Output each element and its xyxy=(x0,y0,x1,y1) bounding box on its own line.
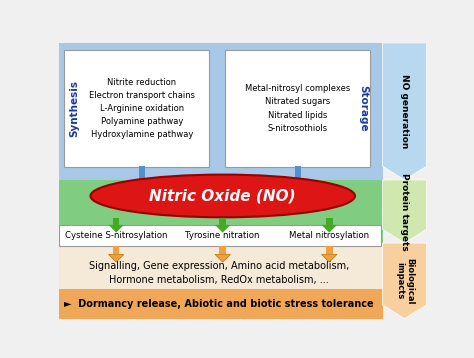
Bar xyxy=(59,180,383,243)
Text: NO generation: NO generation xyxy=(400,74,409,149)
Polygon shape xyxy=(290,180,306,188)
Bar xyxy=(113,218,119,225)
FancyBboxPatch shape xyxy=(59,226,381,246)
Bar xyxy=(59,243,383,289)
Text: Signalling, Gene expression, Amino acid metabolism,
Hormone metabolism, RedOx me: Signalling, Gene expression, Amino acid … xyxy=(89,261,349,285)
Polygon shape xyxy=(109,255,124,262)
Text: Nitric Oxide (NO): Nitric Oxide (NO) xyxy=(149,188,296,203)
Bar xyxy=(59,289,383,319)
Bar xyxy=(326,246,333,255)
Bar xyxy=(138,166,145,180)
Text: Metal nitrosylation: Metal nitrosylation xyxy=(289,231,369,240)
Text: Nitrite reduction
Electron transport chains
L-Arginine oxidation
Polyamine pathw: Nitrite reduction Electron transport cha… xyxy=(89,78,195,140)
Text: Tyrosine nitration: Tyrosine nitration xyxy=(185,231,260,240)
Text: ►  Dormancy release, Abiotic and biotic stress tolerance: ► Dormancy release, Abiotic and biotic s… xyxy=(64,299,374,309)
Bar xyxy=(326,218,333,225)
Polygon shape xyxy=(383,243,427,319)
Bar xyxy=(219,218,226,225)
Bar xyxy=(59,43,383,180)
Text: Metal-nitrosyl complexes
Nitrated sugars
Nitrated lipids
S-nitrosothiols: Metal-nitrosyl complexes Nitrated sugars… xyxy=(246,84,351,133)
Text: Biological
impacts: Biological impacts xyxy=(395,258,414,304)
FancyBboxPatch shape xyxy=(64,50,209,167)
Text: Cysteine S-nitrosylation: Cysteine S-nitrosylation xyxy=(65,231,167,240)
Bar xyxy=(219,246,226,255)
Polygon shape xyxy=(383,43,427,180)
Text: Storage: Storage xyxy=(358,85,368,132)
Text: Synthesis: Synthesis xyxy=(70,80,80,137)
Ellipse shape xyxy=(91,175,355,217)
Bar xyxy=(295,166,301,180)
Polygon shape xyxy=(321,255,337,262)
Polygon shape xyxy=(134,180,150,188)
Bar xyxy=(113,246,119,255)
Polygon shape xyxy=(383,180,427,243)
Polygon shape xyxy=(215,255,230,262)
Text: Protein targets: Protein targets xyxy=(400,173,409,250)
Polygon shape xyxy=(215,225,230,233)
Polygon shape xyxy=(321,225,337,233)
Polygon shape xyxy=(109,225,124,233)
FancyBboxPatch shape xyxy=(225,50,370,167)
